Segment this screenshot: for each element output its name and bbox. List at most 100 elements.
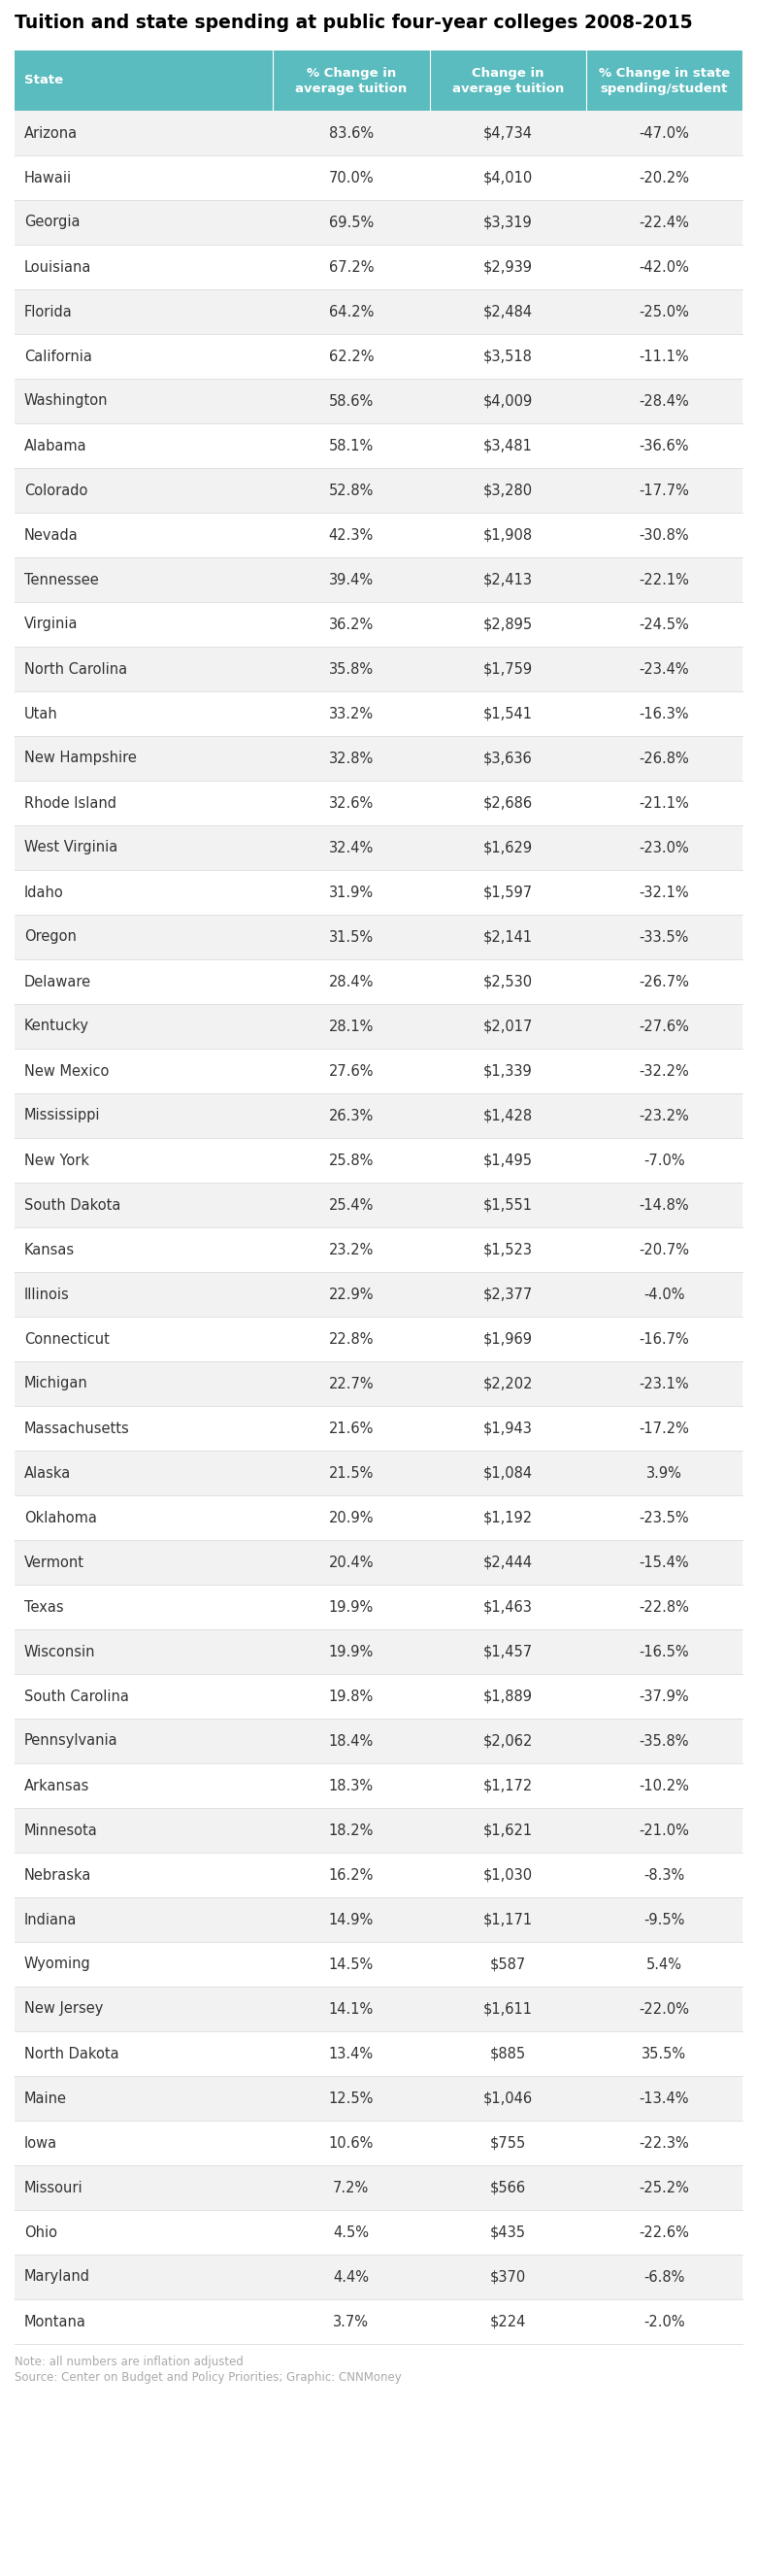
Text: 58.6%: 58.6% [329, 394, 374, 407]
Text: -16.3%: -16.3% [639, 706, 689, 721]
Bar [14, 1494, 743, 1540]
Bar [14, 958, 743, 1005]
Text: -26.8%: -26.8% [639, 752, 690, 765]
Bar [14, 2120, 743, 2166]
Bar [14, 914, 743, 958]
Text: $755: $755 [490, 2136, 526, 2151]
Text: $1,551: $1,551 [483, 1198, 532, 1213]
Text: 21.5%: 21.5% [329, 1466, 374, 1481]
Text: Note: all numbers are inflation adjusted: Note: all numbers are inflation adjusted [14, 2354, 244, 2367]
Text: -4.0%: -4.0% [643, 1288, 685, 1301]
Bar [14, 111, 743, 155]
Text: -23.1%: -23.1% [639, 1376, 689, 1391]
Text: 25.8%: 25.8% [329, 1154, 374, 1167]
Text: 20.4%: 20.4% [329, 1556, 374, 1569]
Bar [14, 2032, 743, 2076]
Text: -21.1%: -21.1% [639, 796, 690, 811]
Text: California: California [24, 350, 92, 363]
Text: 39.4%: 39.4% [329, 572, 374, 587]
Text: Louisiana: Louisiana [24, 260, 92, 273]
Text: 32.4%: 32.4% [329, 840, 374, 855]
Text: New Mexico: New Mexico [24, 1064, 109, 1079]
Bar [14, 781, 743, 824]
Bar [14, 335, 743, 379]
Text: Kentucky: Kentucky [24, 1020, 89, 1033]
Text: 35.5%: 35.5% [642, 2045, 687, 2061]
Text: -11.1%: -11.1% [639, 350, 689, 363]
Text: 69.5%: 69.5% [329, 214, 374, 229]
Text: $587: $587 [490, 1958, 526, 1971]
Text: -9.5%: -9.5% [643, 1911, 685, 1927]
Text: -16.5%: -16.5% [639, 1643, 689, 1659]
Text: -36.6%: -36.6% [639, 438, 689, 453]
Text: $1,889: $1,889 [483, 1690, 532, 1703]
Text: 12.5%: 12.5% [329, 2092, 374, 2105]
Text: -23.2%: -23.2% [639, 1108, 690, 1123]
Bar [14, 1808, 743, 1852]
Text: New Hampshire: New Hampshire [24, 752, 137, 765]
Text: $3,319: $3,319 [483, 214, 532, 229]
Text: 58.1%: 58.1% [329, 438, 374, 453]
Text: -21.0%: -21.0% [639, 1824, 690, 1837]
Text: 18.2%: 18.2% [329, 1824, 374, 1837]
Text: 23.2%: 23.2% [329, 1242, 374, 1257]
Bar [14, 2254, 743, 2300]
Text: Alabama: Alabama [24, 438, 87, 453]
Text: -32.2%: -32.2% [639, 1064, 690, 1079]
Text: 52.8%: 52.8% [329, 484, 374, 497]
Bar [14, 1139, 743, 1182]
Bar [14, 289, 743, 335]
Text: 4.5%: 4.5% [333, 2226, 369, 2239]
Bar [14, 155, 743, 201]
Text: -42.0%: -42.0% [639, 260, 690, 273]
Text: 31.5%: 31.5% [329, 930, 374, 945]
Text: -37.9%: -37.9% [639, 1690, 689, 1703]
Text: 20.9%: 20.9% [329, 1510, 374, 1525]
Text: -30.8%: -30.8% [639, 528, 689, 544]
Bar [14, 1450, 743, 1494]
Text: -47.0%: -47.0% [639, 126, 690, 139]
Text: -32.1%: -32.1% [639, 886, 689, 899]
Text: $1,621: $1,621 [483, 1824, 532, 1837]
Text: $2,062: $2,062 [483, 1734, 533, 1749]
Text: Ohio: Ohio [24, 2226, 58, 2239]
Text: 28.1%: 28.1% [329, 1020, 374, 1033]
Text: Minnesota: Minnesota [24, 1824, 98, 1837]
Text: 22.7%: 22.7% [329, 1376, 374, 1391]
Text: $1,171: $1,171 [483, 1911, 532, 1927]
Bar [14, 824, 743, 871]
Text: $370: $370 [490, 2269, 526, 2285]
Text: Delaware: Delaware [24, 974, 92, 989]
Bar [14, 379, 743, 422]
Text: $2,530: $2,530 [483, 974, 532, 989]
Text: $3,481: $3,481 [483, 438, 532, 453]
Text: 32.8%: 32.8% [329, 752, 374, 765]
Text: West Virginia: West Virginia [24, 840, 117, 855]
Bar [14, 52, 743, 111]
Text: New Jersey: New Jersey [24, 2002, 103, 2017]
Bar [14, 2076, 743, 2120]
Text: $2,939: $2,939 [483, 260, 532, 273]
Text: Florida: Florida [24, 304, 73, 319]
Text: -17.7%: -17.7% [639, 484, 690, 497]
Text: North Dakota: North Dakota [24, 2045, 119, 2061]
Text: -22.8%: -22.8% [639, 1600, 690, 1615]
Text: Nebraska: Nebraska [24, 1868, 92, 1883]
Bar [14, 1899, 743, 1942]
Bar [14, 469, 743, 513]
Text: 42.3%: 42.3% [329, 528, 374, 544]
Bar [14, 1852, 743, 1899]
Text: -20.2%: -20.2% [639, 170, 690, 185]
Text: $4,010: $4,010 [483, 170, 533, 185]
Bar [14, 245, 743, 289]
Text: Source: Center on Budget and Policy Priorities; Graphic: CNNMoney: Source: Center on Budget and Policy Prio… [14, 2370, 401, 2383]
Text: $2,377: $2,377 [483, 1288, 533, 1301]
Text: -10.2%: -10.2% [639, 1777, 690, 1793]
Text: -27.6%: -27.6% [639, 1020, 690, 1033]
Text: $1,611: $1,611 [483, 2002, 532, 2017]
Text: Alaska: Alaska [24, 1466, 71, 1481]
Text: -6.8%: -6.8% [643, 2269, 685, 2285]
Bar [14, 556, 743, 603]
Text: -25.2%: -25.2% [639, 2179, 690, 2195]
Text: North Carolina: North Carolina [24, 662, 127, 677]
